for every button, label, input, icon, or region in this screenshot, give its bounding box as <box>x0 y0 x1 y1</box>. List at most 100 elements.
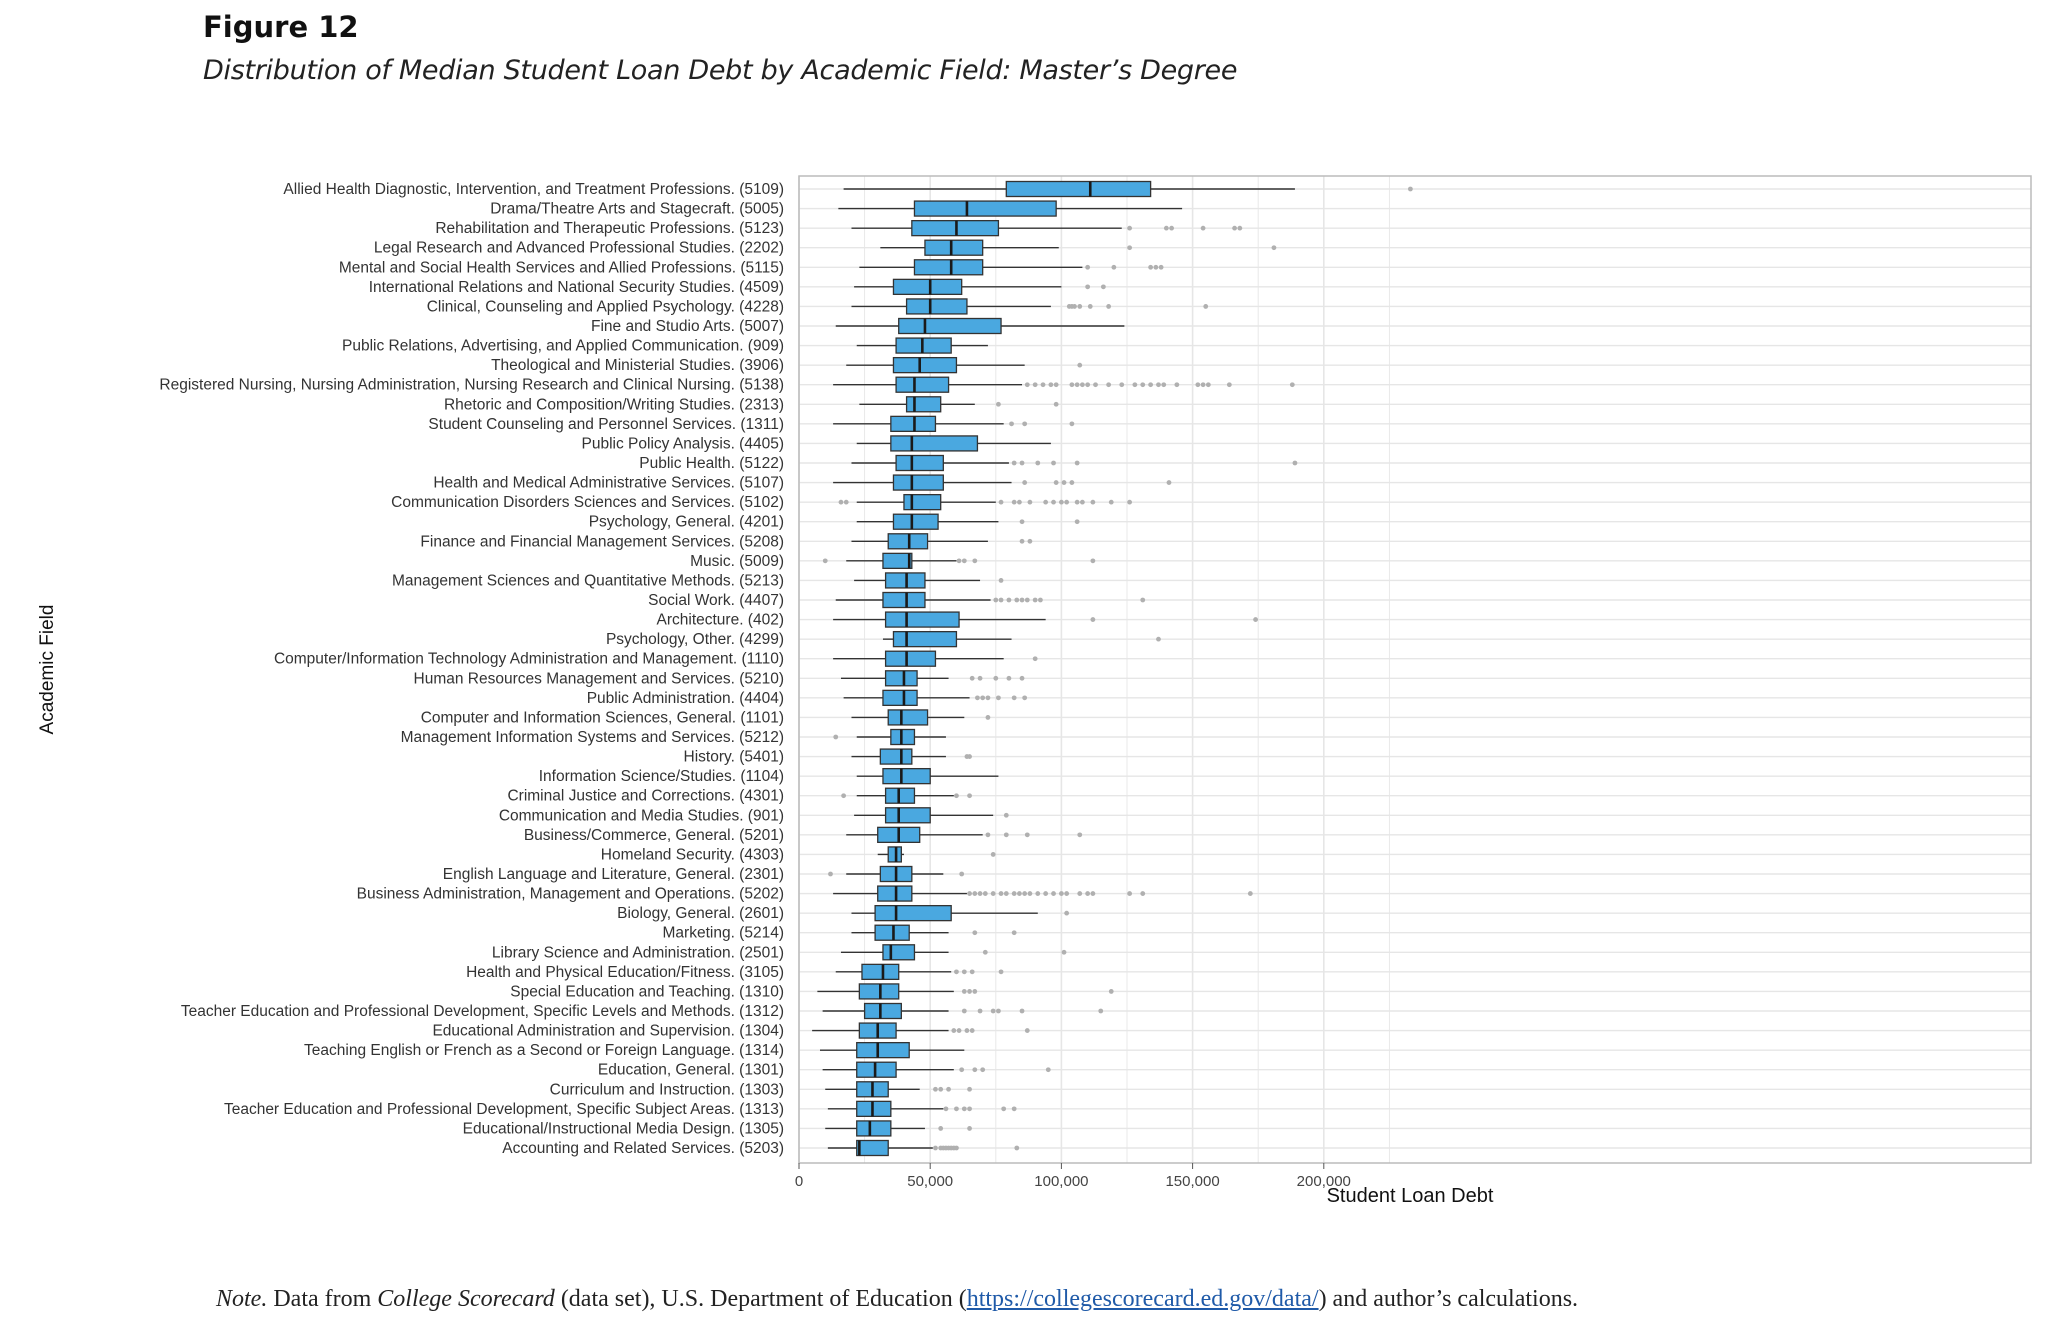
box-iqr <box>882 591 926 609</box>
outlier-point <box>982 891 988 896</box>
note-text-2: (data set), U.S. Department of Education… <box>554 1286 967 1312</box>
outlier-point <box>967 793 972 799</box>
y-tick-label: Teacher Education and Professional Devel… <box>181 1003 784 1020</box>
y-tick-label: Computer and Information Sciences, Gener… <box>421 709 784 726</box>
outlier-point <box>1127 499 1133 505</box>
note-link[interactable]: https://collegescorecard.ed.gov/data/ <box>966 1286 1319 1312</box>
outlier-point <box>1069 382 1075 388</box>
y-tick-label: Special Education and Teaching. (1310) <box>510 983 784 1000</box>
y-tick-label: Health and Physical Education/Fitness. (… <box>466 964 784 981</box>
outlier-point <box>1111 264 1117 270</box>
note-lead: Note. <box>216 1286 268 1312</box>
outlier-point <box>1079 499 1085 505</box>
outlier-point <box>1127 245 1133 251</box>
outlier-point <box>1163 225 1169 231</box>
y-tick-label: Accounting and Related Services. (5203) <box>502 1140 784 1157</box>
box-row <box>812 1022 1030 1039</box>
outlier-point <box>967 891 972 896</box>
outlier-point <box>1156 636 1161 642</box>
outlier-point <box>951 1028 957 1033</box>
outlier-point <box>998 499 1004 505</box>
outlier-point <box>822 558 828 564</box>
outlier-point <box>1100 284 1106 290</box>
outlier-point <box>1011 1106 1017 1112</box>
outlier-point <box>1053 480 1059 485</box>
y-tick-label: Finance and Financial Management Service… <box>420 533 784 550</box>
outlier-point <box>954 969 959 975</box>
box-iqr <box>877 885 913 902</box>
box-iqr <box>892 513 939 530</box>
boxplot-chart: Allied Health Diagnostic, Intervention, … <box>37 175 2032 1207</box>
outlier-point <box>1289 382 1295 388</box>
y-tick-label: Public Policy Analysis. (4405) <box>582 435 784 452</box>
note-source-title: College Scorecard <box>377 1286 555 1312</box>
box-iqr <box>892 630 958 648</box>
outlier-point <box>964 1028 970 1033</box>
y-tick-label: Communication Disorders Sciences and Ser… <box>391 494 784 511</box>
outlier-point <box>996 695 1001 701</box>
outlier-point <box>1077 304 1083 309</box>
box-row <box>827 1139 1020 1157</box>
outlier-point <box>1051 891 1056 896</box>
outlier-point <box>1292 460 1298 466</box>
outlier-point <box>1106 382 1112 388</box>
outlier-point <box>1108 499 1114 505</box>
box-row <box>825 1120 972 1137</box>
box-row <box>833 415 1075 433</box>
box-row <box>851 298 1209 315</box>
outlier-point <box>954 1106 959 1112</box>
x-axis-title: Student Loan Debt <box>1327 1185 1494 1207</box>
outlier-point <box>1085 264 1091 270</box>
box-row <box>846 826 1083 844</box>
outlier-point <box>1247 891 1253 896</box>
outlier-point <box>1061 480 1067 485</box>
box-iqr <box>856 1139 889 1157</box>
outlier-point <box>1053 401 1059 407</box>
box-row <box>856 435 1051 452</box>
outlier-point <box>1156 382 1161 388</box>
outlier-point <box>977 1008 983 1014</box>
outlier-point <box>1017 891 1022 896</box>
outlier-point <box>1064 499 1070 505</box>
outlier-point <box>959 1067 965 1073</box>
outlier-point <box>1024 382 1030 388</box>
box-row <box>851 219 1243 237</box>
x-tick-label: 0 <box>795 1173 803 1190</box>
box-iqr <box>892 474 944 491</box>
box-iqr <box>887 846 902 863</box>
outlier-point <box>933 1086 938 1092</box>
y-tick-label: Rehabilitation and Therapeutic Professio… <box>435 220 784 237</box>
outlier-point <box>938 1126 944 1131</box>
box-row <box>838 200 1183 217</box>
box-row <box>822 1002 1104 1020</box>
box-iqr <box>892 356 958 374</box>
plot-panel <box>799 176 2031 1163</box>
box-iqr <box>856 1041 910 1059</box>
y-tick-label: Music. (5009) <box>690 553 784 570</box>
outlier-point <box>1074 519 1080 525</box>
box-row <box>835 591 1146 609</box>
outlier-point <box>1035 891 1041 896</box>
y-tick-label: Management Information Systems and Servi… <box>401 729 784 746</box>
figure-label: Figure 12 <box>203 10 359 44</box>
outlier-point <box>1051 460 1056 466</box>
plot-panel-border <box>798 175 2032 1164</box>
outlier-point <box>990 1008 996 1014</box>
outlier-point <box>982 949 988 955</box>
figure-title: Distribution of Median Student Loan Debt… <box>203 55 1238 86</box>
box-row <box>851 904 1070 922</box>
y-tick-label: Biology, General. (2601) <box>617 905 784 922</box>
outlier-point <box>972 989 978 994</box>
box-row <box>851 709 991 726</box>
x-tick-label: 50,000 <box>907 1173 953 1190</box>
box-iqr <box>913 200 1057 217</box>
outlier-point <box>1200 382 1206 388</box>
outlier-point <box>938 1086 944 1092</box>
box-row <box>851 454 1298 472</box>
outlier-point <box>1014 1145 1020 1151</box>
outlier-point <box>1019 538 1025 544</box>
outlier-point <box>1043 891 1049 896</box>
y-tick-label: International Relations and National Sec… <box>369 279 784 296</box>
box-row <box>856 337 988 354</box>
outlier-point <box>961 1008 967 1014</box>
